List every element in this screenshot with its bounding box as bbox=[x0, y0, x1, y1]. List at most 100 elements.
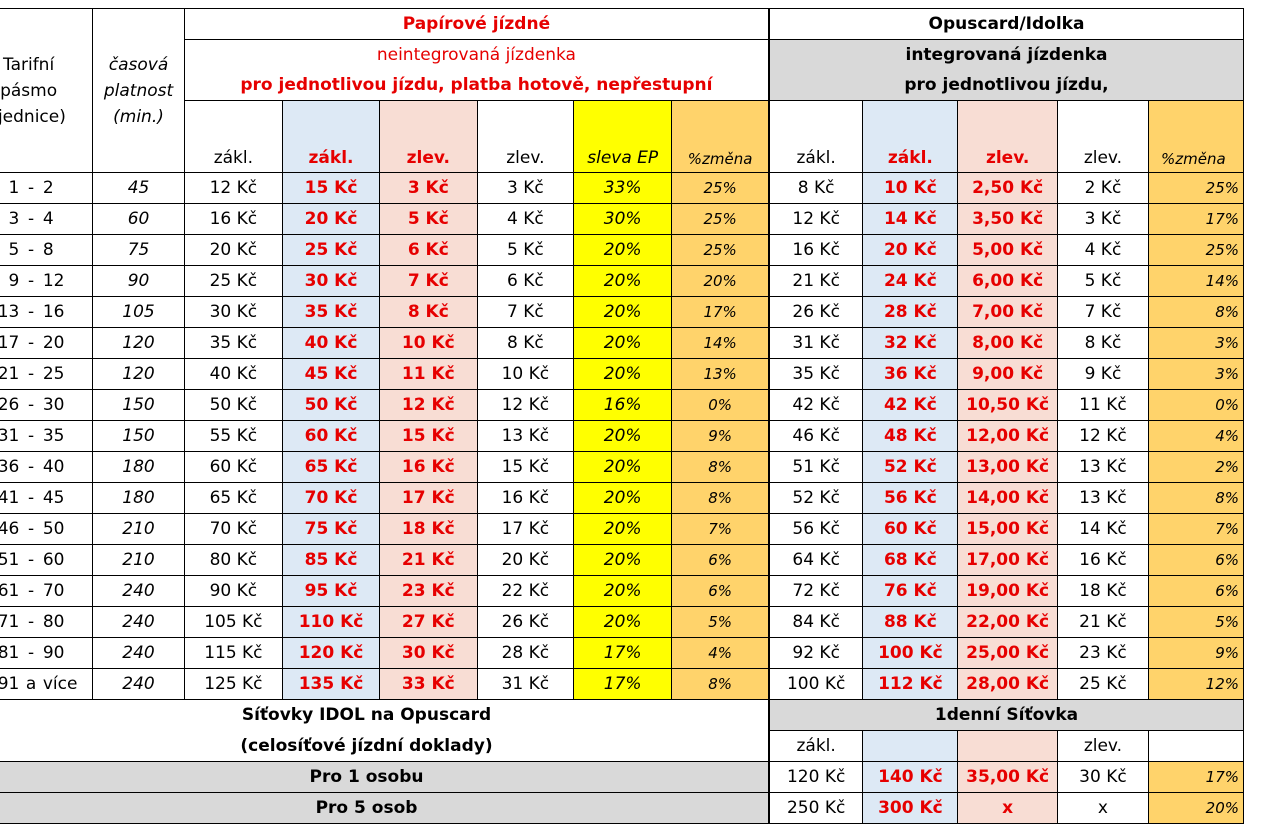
opus-zlev-new: 28,00 Kč bbox=[957, 668, 1058, 700]
paper-zakl: 90 Kč bbox=[183, 575, 283, 607]
zone-dash: - bbox=[21, 234, 41, 266]
zone-header-line1: Tarifní bbox=[3, 54, 55, 75]
opus-zlev-new: 25,00 Kč bbox=[957, 637, 1058, 669]
paper-change: 8% bbox=[671, 668, 771, 700]
validity-min: 240 bbox=[92, 606, 185, 638]
zone-from: 46 bbox=[0, 513, 22, 545]
opus-zakl: 16 Kč bbox=[768, 234, 864, 266]
zone-dash: - bbox=[21, 451, 41, 483]
zone-to: 25 bbox=[40, 358, 94, 390]
paper-zakl-new: 15 Kč bbox=[281, 172, 381, 204]
opus-zlev-new: 12,00 Kč bbox=[957, 420, 1058, 452]
day-zakl-new: 300 Kč bbox=[862, 792, 959, 824]
opus-zlev-new: 5,00 Kč bbox=[957, 234, 1058, 266]
paper-zlev-new: 3 Kč bbox=[379, 172, 478, 204]
col-p-zlev: zlev. bbox=[476, 100, 575, 173]
paper-zakl-new: 40 Kč bbox=[281, 327, 381, 359]
paper-zakl-new: 70 Kč bbox=[281, 482, 381, 514]
opus-zlev: 16 Kč bbox=[1056, 544, 1150, 576]
validity-min: 150 bbox=[92, 389, 185, 421]
col-sleva-ep: sleva EP bbox=[573, 100, 673, 173]
zone-to: 60 bbox=[40, 544, 94, 576]
opus-zakl-new: 10 Kč bbox=[862, 172, 959, 204]
validity-min: 210 bbox=[92, 513, 185, 545]
validity-min: 240 bbox=[92, 637, 185, 669]
paper-zlev-new: 27 Kč bbox=[379, 606, 478, 638]
zone-dash: - bbox=[21, 265, 41, 297]
paper-zlev: 3 Kč bbox=[476, 172, 575, 204]
opus-zlev-new: 14,00 Kč bbox=[957, 482, 1058, 514]
opus-change: 14% bbox=[1148, 265, 1244, 297]
opus-zlev-new: 9,00 Kč bbox=[957, 358, 1058, 390]
zone-to: 80 bbox=[40, 606, 94, 638]
validity-min: 105 bbox=[92, 296, 185, 328]
opus-zlev: 8 Kč bbox=[1056, 327, 1150, 359]
opus-zlev-new: 2,50 Kč bbox=[957, 172, 1058, 204]
opus-zakl: 84 Kč bbox=[768, 606, 864, 638]
paper-zlev: 16 Kč bbox=[476, 482, 575, 514]
validity-min: 60 bbox=[92, 203, 185, 235]
paper-zakl: 70 Kč bbox=[183, 513, 283, 545]
validity-header: časová platnost (min.) bbox=[92, 8, 185, 173]
day-zakl-new: 140 Kč bbox=[862, 761, 959, 793]
paper-change: 8% bbox=[671, 482, 771, 514]
day-zakl: 120 Kč bbox=[768, 761, 864, 793]
opus-zlev: 13 Kč bbox=[1056, 451, 1150, 483]
opus-zakl-new: 48 Kč bbox=[862, 420, 959, 452]
opus-zakl-new: 76 Kč bbox=[862, 575, 959, 607]
day-col-zakl-new bbox=[862, 730, 959, 762]
zone-from: 21 bbox=[0, 358, 22, 390]
paper-sleva-ep: 20% bbox=[573, 451, 673, 483]
paper-sleva-ep: 20% bbox=[573, 420, 673, 452]
zone-dash: - bbox=[21, 420, 41, 452]
paper-change: 8% bbox=[671, 451, 771, 483]
opus-zlev: 21 Kč bbox=[1056, 606, 1150, 638]
zone-from: 36 bbox=[0, 451, 22, 483]
paper-zakl: 125 Kč bbox=[183, 668, 283, 700]
validity-min: 240 bbox=[92, 668, 185, 700]
opus-change: 7% bbox=[1148, 513, 1244, 545]
zone-dash: - bbox=[21, 513, 41, 545]
day-change: 20% bbox=[1148, 792, 1244, 824]
paper-zlev: 15 Kč bbox=[476, 451, 575, 483]
paper-zlev-new: 18 Kč bbox=[379, 513, 478, 545]
paper-zakl-new: 120 Kč bbox=[281, 637, 381, 669]
opus-zlev: 9 Kč bbox=[1056, 358, 1150, 390]
col-o-zlev: zlev. bbox=[1056, 100, 1150, 173]
opus-zlev-new: 17,00 Kč bbox=[957, 544, 1058, 576]
col-o-zlev-new: zlev. bbox=[957, 100, 1058, 173]
validity-min: 45 bbox=[92, 172, 185, 204]
day-zlev: 30 Kč bbox=[1056, 761, 1150, 793]
paper-zakl: 115 Kč bbox=[183, 637, 283, 669]
opus-zlev-new: 22,00 Kč bbox=[957, 606, 1058, 638]
validity-header-line1: časová bbox=[108, 54, 169, 75]
paper-change: 4% bbox=[671, 637, 771, 669]
opus-zakl-new: 42 Kč bbox=[862, 389, 959, 421]
opus-zakl-new: 52 Kč bbox=[862, 451, 959, 483]
paper-zakl-new: 65 Kč bbox=[281, 451, 381, 483]
zone-from: 71 bbox=[0, 606, 22, 638]
zone-to: 16 bbox=[40, 296, 94, 328]
zone-to: 8 bbox=[40, 234, 94, 266]
zone-from: 17 bbox=[0, 327, 22, 359]
opus-zakl: 56 Kč bbox=[768, 513, 864, 545]
paper-zlev-new: 16 Kč bbox=[379, 451, 478, 483]
zone-to: 20 bbox=[40, 327, 94, 359]
paper-zakl-new: 20 Kč bbox=[281, 203, 381, 235]
paper-zlev: 26 Kč bbox=[476, 606, 575, 638]
validity-header-line2: platnost bbox=[103, 80, 174, 101]
opus-change: 17% bbox=[1148, 203, 1244, 235]
col-p-zlev-new: zlev. bbox=[379, 100, 478, 173]
validity-min: 180 bbox=[92, 482, 185, 514]
paper-zlev-new: 23 Kč bbox=[379, 575, 478, 607]
table-row: 5-8 75 20 Kč 25 Kč 6 Kč 5 Kč 20% 25% 16 Kč 20 Kč 5… bbox=[0, 234, 1244, 266]
